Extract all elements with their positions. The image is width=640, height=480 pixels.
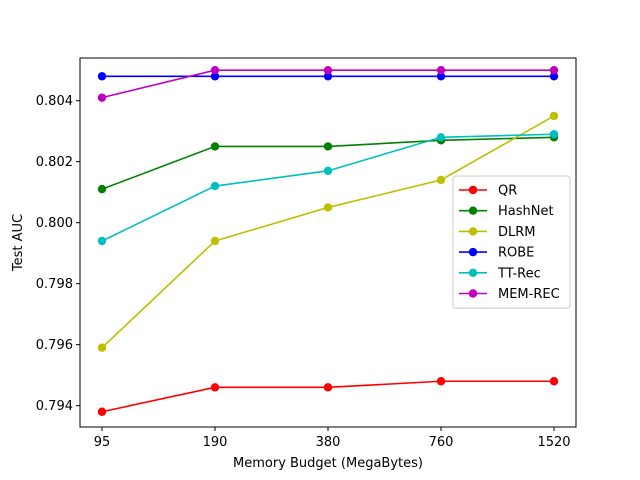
legend-label: HashNet [498, 204, 554, 219]
data-point [323, 65, 333, 75]
data-point [97, 184, 107, 194]
x-tick-label: 380 [316, 435, 341, 450]
legend-item: TT-Rec [459, 266, 541, 281]
y-axis-label: Test AUC [11, 214, 26, 272]
data-point [323, 203, 333, 212]
x-tick-label: 760 [429, 435, 454, 450]
legend-swatch-marker [468, 185, 478, 195]
data-point [210, 65, 220, 75]
legend-swatch-marker [468, 206, 478, 215]
legend-item: QR [459, 184, 517, 199]
data-point [549, 377, 559, 386]
data-point [210, 72, 220, 81]
legend-box [452, 175, 571, 309]
y-tick-label: 0.802 [36, 155, 73, 170]
data-point [97, 343, 107, 352]
data-point [210, 181, 220, 191]
series-dlrm [97, 111, 559, 352]
y-tick-label: 0.794 [36, 399, 73, 414]
series-qr [97, 377, 559, 416]
data-point [210, 383, 220, 392]
legend-swatch-marker [468, 247, 478, 257]
legend-label: QR [498, 184, 517, 199]
data-point [436, 175, 446, 185]
data-point [549, 130, 559, 139]
legend-label: ROBE [498, 246, 534, 261]
legend-item: HashNet [459, 204, 554, 219]
series-robe [97, 72, 559, 81]
data-point [436, 377, 446, 386]
y-tick-label: 0.804 [36, 94, 73, 109]
legend-swatch-marker [468, 289, 478, 298]
x-tick-label: 190 [203, 435, 228, 450]
data-point [323, 72, 333, 81]
data-point [97, 93, 107, 102]
legend-item: MEM-REC [459, 287, 560, 302]
legend-swatch-marker [468, 227, 478, 236]
y-tick-label: 0.796 [36, 338, 73, 353]
y-axis: 0.794 0.796 0.798 0.800 0.802 0.804 [36, 94, 80, 414]
data-point [436, 133, 446, 142]
data-point [549, 65, 559, 75]
data-point [323, 383, 333, 392]
data-point [97, 72, 107, 81]
data-point [549, 111, 559, 121]
series-tt-rec [97, 130, 559, 246]
legend-label: MEM-REC [498, 287, 560, 302]
x-tick-label: 1520 [537, 435, 570, 450]
legend-swatch-marker [468, 268, 478, 277]
data-point [210, 142, 220, 151]
data-point [210, 236, 220, 246]
data-point [549, 72, 559, 81]
data-point [97, 236, 107, 246]
x-axis-label: Memory Budget (MegaBytes) [233, 456, 423, 471]
legend: QR HashNet DLRM ROBE TT-Rec MEM-REC [452, 175, 571, 309]
legend-label: TT-Rec [497, 266, 541, 281]
series-lines [97, 65, 559, 416]
legend-item: DLRM [459, 225, 536, 240]
legend-label: DLRM [498, 225, 536, 240]
x-axis: 95 190 380 760 1520 [94, 427, 571, 450]
series-mem-rec [97, 65, 559, 102]
data-point [436, 65, 446, 75]
x-tick-label: 95 [94, 435, 111, 450]
legend-item: ROBE [459, 246, 534, 261]
data-point [436, 72, 446, 81]
y-tick-label: 0.798 [36, 277, 73, 292]
y-tick-label: 0.800 [36, 216, 73, 231]
data-point [323, 166, 333, 176]
data-point [97, 407, 107, 416]
data-point [323, 142, 333, 151]
